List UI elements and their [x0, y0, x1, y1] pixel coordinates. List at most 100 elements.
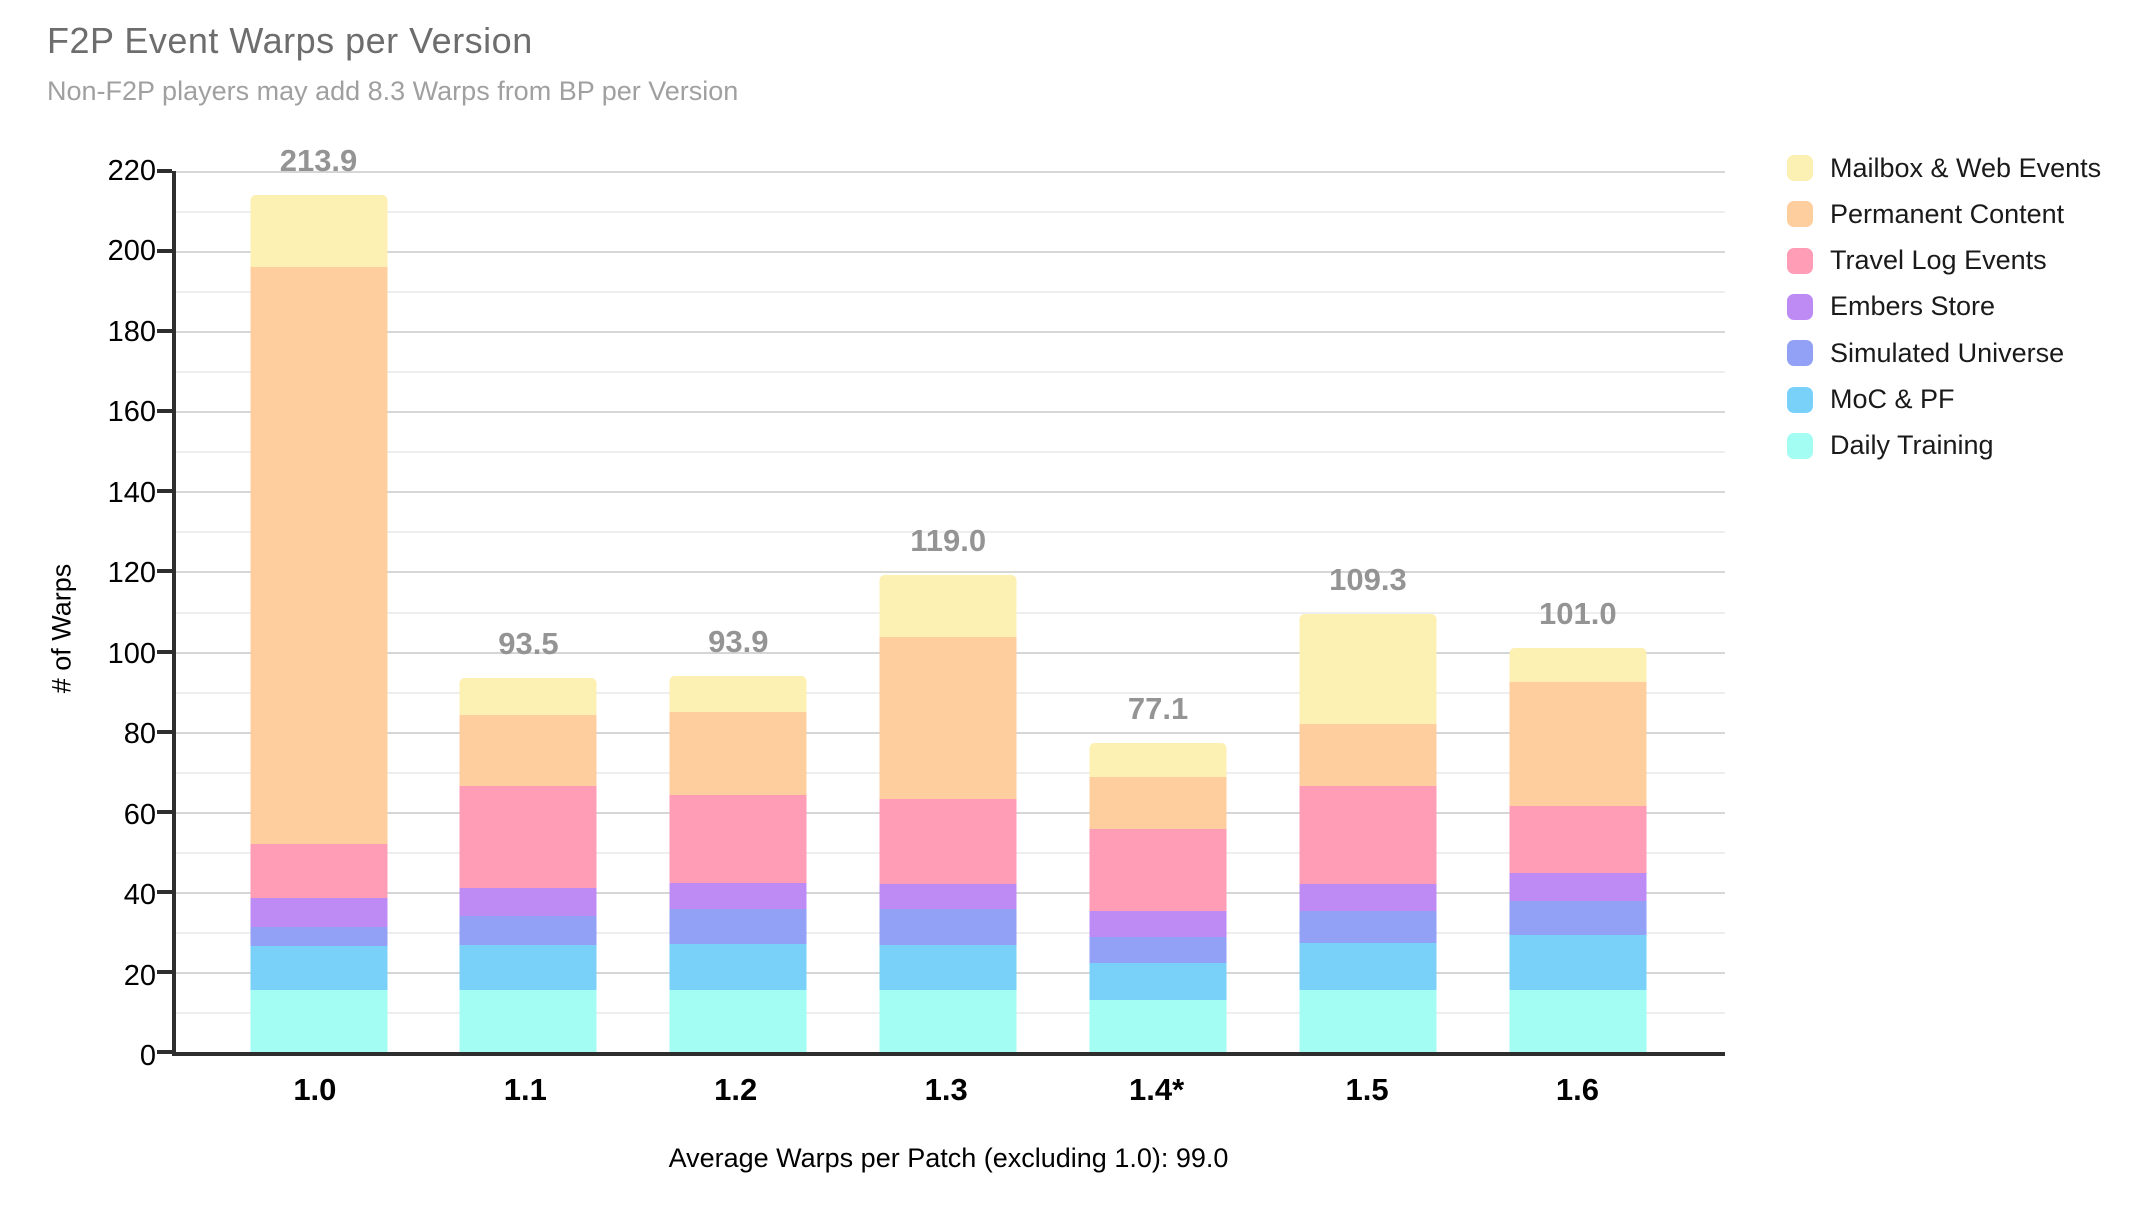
bar-segment-daily-training-1-0: [250, 989, 387, 1052]
bar-segment-permanent-content-1-6: [1509, 682, 1647, 806]
bar-segment-mailbox-web-events-1-2: [669, 675, 807, 713]
bar-total-label: 119.0: [910, 523, 987, 559]
minor-gridline: [176, 451, 1725, 454]
legend-swatch-permanent-content: [1787, 201, 1813, 228]
legend-label: Travel Log Events: [1830, 245, 2047, 276]
y-tick-label: 200: [107, 235, 156, 268]
bar-segment-permanent-content-1-4: [1089, 776, 1227, 829]
bar-segment-daily-training-1-6: [1509, 989, 1647, 1052]
bar-segment-daily-training-1-1: [459, 989, 597, 1052]
y-axis-tick-mark: [157, 889, 172, 894]
bar-segment-daily-training-1-5: [1299, 989, 1437, 1052]
bar-segment-simulated-universe-1-5: [1299, 911, 1437, 944]
bar-column-1-3: 119.0: [879, 171, 1017, 1052]
bar-segment-embers-store-1-0: [250, 898, 387, 928]
bar-segment-permanent-content-1-0: [250, 266, 387, 844]
bar-segment-travel-log-events-1-3: [879, 799, 1017, 884]
bar-total-label: 93.5: [498, 625, 559, 661]
y-axis-tick-mark: [157, 809, 172, 814]
legend-label: Daily Training: [1830, 430, 1994, 461]
y-tick-label: 120: [107, 557, 156, 590]
bar-segment-travel-log-events-1-1: [459, 786, 597, 888]
bar-segment-permanent-content-1-3: [879, 637, 1017, 800]
y-axis-tick-mark: [157, 409, 172, 414]
bar-segment-embers-store-1-6: [1509, 873, 1647, 901]
chart-subtitle: Non-F2P players may add 8.3 Warps from B…: [47, 76, 739, 106]
y-tick-label: 180: [107, 315, 156, 348]
y-axis-tick-mark: [157, 649, 172, 654]
major-gridline: [176, 251, 1725, 254]
bar-segment-simulated-universe-1-2: [669, 909, 807, 944]
y-tick-label: 80: [123, 718, 156, 751]
major-gridline: [176, 571, 1725, 574]
bar-segment-travel-log-events-1-6: [1509, 805, 1647, 873]
bar-segment-embers-store-1-1: [459, 887, 597, 916]
y-axis-tick-mark: [157, 1050, 172, 1054]
major-gridline: [176, 331, 1725, 334]
bar-segment-simulated-universe-1-6: [1509, 900, 1647, 936]
x-tick-label-1-1: 1.1: [503, 1072, 547, 1107]
y-axis-tick-mark: [157, 969, 172, 974]
y-tick-label: 220: [107, 155, 156, 187]
major-gridline: [176, 171, 1725, 173]
legend-label: Permanent Content: [1830, 198, 2065, 229]
bar-segment-moc-pf-1-2: [669, 943, 807, 990]
bar-segment-moc-pf-1-4: [1089, 963, 1227, 1000]
legend-item-travel-log-events: Travel Log Events: [1787, 245, 2047, 276]
x-tick-label-1-6: 1.6: [1555, 1072, 1599, 1107]
x-axis-note: Average Warps per Patch (excluding 1.0):…: [668, 1143, 1229, 1173]
y-axis-tick-mark: [157, 729, 172, 734]
y-axis-tick-mark: [157, 489, 172, 494]
y-tick-label: 20: [123, 959, 156, 992]
x-tick-label-1-3: 1.3: [924, 1072, 968, 1107]
bar-segment-travel-log-events-1-0: [250, 843, 387, 899]
bar-segment-embers-store-1-5: [1299, 883, 1437, 912]
x-tick-label-1-0: 1.0: [293, 1072, 337, 1107]
bar-column-1-4: 77.1: [1089, 171, 1227, 1052]
bar-segment-embers-store-1-2: [669, 882, 807, 910]
legend-item-permanent-content: Permanent Content: [1787, 198, 2065, 229]
bar-segment-daily-training-1-3: [879, 989, 1017, 1052]
y-tick-label: 100: [107, 637, 156, 670]
bar-segment-moc-pf-1-3: [879, 944, 1017, 990]
bar-column-1-1: 93.5: [459, 171, 597, 1052]
bar-total-label: 109.3: [1329, 562, 1407, 598]
legend-item-simulated-universe: Simulated Universe: [1787, 338, 2064, 368]
minor-gridline: [176, 531, 1725, 534]
bar-segment-embers-store-1-4: [1089, 911, 1227, 937]
legend-swatch-simulated-universe: [1787, 340, 1813, 367]
bar-segment-moc-pf-1-1: [459, 944, 597, 990]
y-tick-label: 140: [107, 476, 156, 509]
bar-segment-simulated-universe-1-1: [459, 915, 597, 945]
bar-segment-mailbox-web-events-1-4: [1089, 743, 1227, 777]
x-tick-label-1-4: 1.4*: [1129, 1072, 1185, 1107]
bar-segment-moc-pf-1-6: [1509, 935, 1647, 990]
y-axis-tick-mark: [157, 249, 172, 254]
legend-item-moc-pf: MoC & PF: [1787, 384, 1955, 414]
bar-segment-permanent-content-1-2: [669, 712, 807, 795]
major-gridline: [176, 411, 1725, 414]
bar-segment-mailbox-web-events-1-1: [459, 677, 597, 716]
legend-item-embers-store: Embers Store: [1787, 291, 1995, 321]
bar-segment-travel-log-events-1-5: [1299, 785, 1437, 884]
bar-column-1-0: 213.9: [250, 143, 387, 1052]
plot-area: 213.9 93.5 93.9 119.0 77.1 109.3 101.0: [157, 143, 1725, 1056]
y-tick-label: 40: [123, 879, 156, 912]
legend-swatch-moc-pf: [1787, 386, 1813, 413]
bar-column-1-6: 101.0: [1509, 171, 1647, 1052]
legend-label: Mailbox & Web Events: [1830, 152, 2102, 183]
legend-swatch-embers-store: [1787, 293, 1813, 320]
y-tick-label: 160: [107, 396, 156, 429]
bar-segment-simulated-universe-1-3: [879, 909, 1017, 945]
bar-segment-mailbox-web-events-1-0: [250, 195, 387, 267]
bar-segment-mailbox-web-events-1-5: [1299, 614, 1437, 724]
legend-swatch-mailbox-web-events: [1787, 155, 1813, 181]
bar-column-1-2: 93.9: [669, 171, 807, 1052]
y-axis-tick-mark: [157, 169, 172, 173]
legend-item-daily-training: Daily Training: [1787, 430, 1994, 461]
bar-segment-mailbox-web-events-1-3: [879, 575, 1017, 638]
legend-swatch-travel-log-events: [1787, 247, 1813, 274]
legend-item-mailbox-web-events: Mailbox & Web Events: [1787, 152, 2102, 183]
bar-total-label: 93.9: [708, 623, 769, 659]
bar-segment-moc-pf-1-5: [1299, 943, 1437, 990]
